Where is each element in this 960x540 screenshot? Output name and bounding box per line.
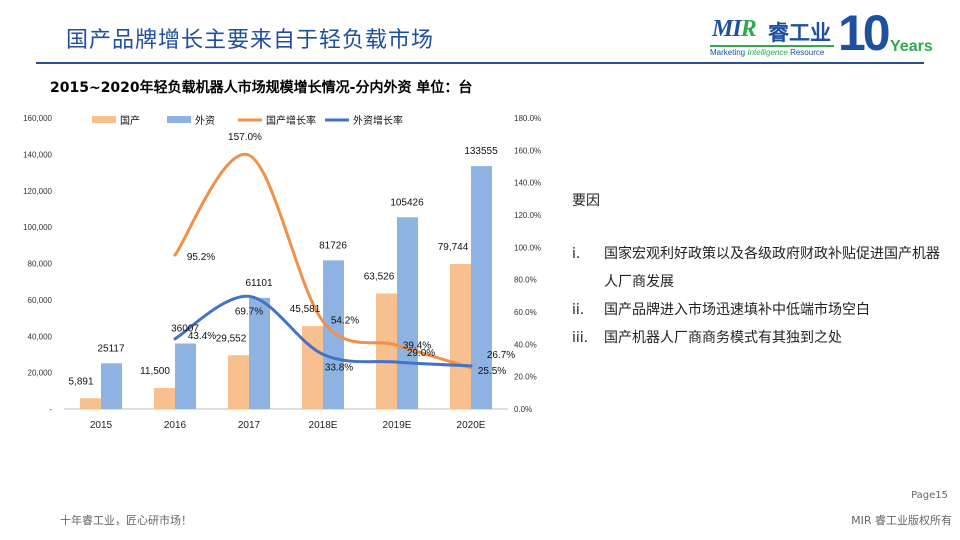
y-right-tick-label: 160.0% [514, 146, 541, 155]
reasons-panel: 要因 i. 国家宏观利好政策以及各级政府财政补贴促进国产机器人厂商发展 ii. … [572, 190, 944, 352]
y-left-tick-label: 20,000 [28, 369, 53, 378]
data-label: 26.7% [487, 350, 515, 361]
reason-item: i. 国家宏观利好政策以及各级政府财政补贴促进国产机器人厂商发展 [572, 240, 944, 296]
data-label: 69.7% [235, 306, 263, 317]
data-label: 29.0% [407, 348, 435, 359]
foreign-bar [323, 260, 344, 409]
domestic-bar [228, 355, 249, 409]
legend-swatch [92, 116, 116, 123]
x-tick-label: 2019E [383, 420, 412, 431]
foreign-growth-line [173, 294, 473, 368]
y-right-tick-label: 80.0% [514, 276, 537, 285]
data-label: 45,581 [290, 304, 321, 315]
y-right-tick-label: 120.0% [514, 211, 541, 220]
domestic-bar [376, 293, 397, 409]
y-left-tick-label: 100,000 [23, 223, 52, 232]
domestic-bar [80, 398, 101, 409]
data-label: 133555 [464, 146, 498, 157]
logo-ten: 10 [838, 5, 891, 61]
data-label: 61101 [245, 278, 273, 289]
domestic-bar [450, 263, 471, 409]
data-label: 36007 [171, 324, 199, 335]
data-label: 33.8% [325, 362, 353, 373]
reason-item: ii. 国产品牌进入市场迅速填补中低端市场空白 [572, 296, 944, 324]
legend-label: 外资增长率 [353, 114, 403, 127]
data-label: 54.2% [331, 315, 359, 326]
data-label: 95.2% [187, 252, 215, 263]
data-label: 79,744 [438, 242, 469, 253]
chart-title: 2015~2020年轻负载机器人市场规模增长情况-分内外资 单位：台 [50, 80, 473, 96]
y-left-tick-label: 40,000 [28, 332, 53, 341]
foreign-bar [471, 166, 492, 409]
y-right-tick-label: 40.0% [514, 340, 537, 349]
legend-label: 外资 [195, 115, 215, 127]
logo-years: Years [890, 38, 933, 55]
legend-label: 国产增长率 [266, 114, 316, 127]
domestic-bar [302, 326, 323, 409]
y-left-tick-label: 80,000 [28, 260, 53, 269]
data-label: 81726 [319, 240, 347, 251]
reason-number: i. [572, 246, 581, 262]
header-divider [36, 62, 924, 64]
data-label: 25.5% [478, 366, 506, 377]
data-label: 63,526 [364, 271, 395, 282]
mir-logo: MIR 睿工业 Marketing Intelligence Resource … [706, 5, 936, 62]
logo-tag-pre: Marketing [710, 48, 748, 57]
logo-rule [710, 45, 834, 47]
logo-tag-post: Resource [787, 48, 825, 57]
y-right-tick-label: 100.0% [514, 243, 541, 252]
x-tick-label: 2018E [309, 420, 338, 431]
page-number: Page15 [911, 490, 948, 501]
y-left-tick-label: 140,000 [23, 150, 52, 159]
reason-text: 国产品牌进入市场迅速填补中低端市场空白 [604, 302, 870, 318]
y-right-tick-label: 20.0% [514, 373, 537, 382]
domestic-bar [154, 388, 175, 409]
data-label: 5,891 [68, 376, 93, 387]
y-right-tick-label: 0.0% [514, 405, 532, 414]
y-right-tick-label: 60.0% [514, 308, 537, 317]
foreign-bar [397, 217, 418, 409]
footer-slogan: 十年睿工业，匠心研市场！ [60, 514, 192, 527]
y-right-tick-label: 140.0% [514, 179, 541, 188]
y-left-tick-label: 60,000 [28, 296, 53, 305]
foreign-bar [249, 297, 270, 409]
logo-tag-mid: Intelligence [747, 48, 788, 57]
y-left-tick-label: 160,000 [23, 114, 52, 123]
data-label: 25117 [97, 343, 125, 354]
foreign-bar [175, 343, 196, 409]
data-label: 39.4% [403, 340, 431, 351]
logo-mir-prefix: MI [712, 16, 742, 42]
reasons-title: 要因 [572, 193, 600, 209]
logo-mir-text: MIR [712, 16, 757, 43]
legend-swatch [167, 116, 191, 123]
foreign-bar [101, 363, 122, 409]
logo-tagline: Marketing Intelligence Resource [710, 48, 824, 57]
reason-number: iii. [572, 330, 589, 346]
x-tick-label: 2017 [238, 420, 261, 431]
slide-title: 国产品牌增长主要来自于轻负载市场 [66, 28, 435, 53]
reason-number: ii. [572, 302, 585, 318]
y-left-tick-label: - [49, 405, 52, 414]
y-left-tick-label: 120,000 [23, 187, 52, 196]
footer-copyright: MIR 睿工业版权所有 [851, 514, 952, 527]
data-label: 11,500 [140, 366, 170, 377]
data-label: 157.0% [228, 132, 262, 143]
legend-label: 国产 [120, 114, 140, 127]
x-tick-label: 2016 [164, 420, 187, 431]
y-right-tick-label: 180.0% [514, 114, 541, 123]
data-label: 105426 [390, 197, 424, 208]
reason-text: 国家宏观利好政策以及各级政府财政补贴促进国产机器人厂商发展 [604, 246, 940, 290]
data-label: 43.4% [188, 331, 216, 342]
logo-cn-text: 睿工业 [768, 21, 831, 45]
data-label: 29,552 [216, 333, 247, 344]
reason-text: 国产机器人厂商商务模式有其独到之处 [604, 330, 842, 346]
x-tick-label: 2020E [457, 420, 486, 431]
x-tick-label: 2015 [90, 420, 113, 431]
logo-mir-accent: R [740, 16, 757, 42]
reason-item: iii. 国产机器人厂商商务模式有其独到之处 [572, 324, 944, 352]
domestic-growth-line [173, 152, 473, 370]
